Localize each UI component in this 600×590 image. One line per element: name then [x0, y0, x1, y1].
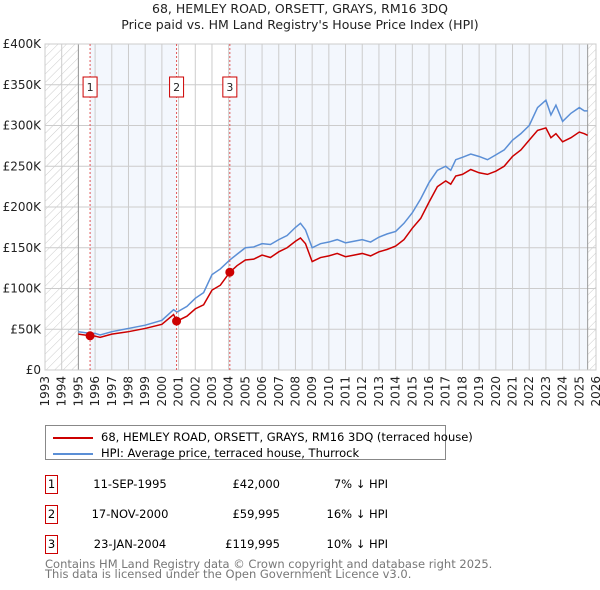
transaction-date: 11-SEP-1995: [93, 477, 167, 491]
transaction-number: 3: [45, 535, 58, 554]
x-tick-label: 2005: [238, 376, 252, 407]
chart-title-line2: Price paid vs. HM Land Registry's House …: [121, 17, 479, 32]
y-tick-label: £100K: [3, 282, 43, 296]
x-tick-label: 1997: [105, 376, 119, 407]
x-tick-label: 2011: [339, 376, 353, 407]
transaction-point: [172, 316, 182, 326]
transaction-label: 2: [173, 81, 180, 94]
y-tick-label: £150K: [3, 241, 43, 255]
transaction-hpi-diff: 10% ↓ HPI: [326, 537, 388, 551]
x-tick-label: 2026: [589, 376, 600, 407]
x-tick-label: 2010: [322, 376, 336, 407]
legend-label: 68, HEMLEY ROAD, ORSETT, GRAYS, RM16 3DQ…: [101, 430, 473, 444]
x-tick-label: 2006: [255, 376, 269, 407]
transaction-date: 23-JAN-2004: [93, 537, 167, 551]
y-tick-label: £200K: [3, 200, 43, 214]
x-tick-label: 2000: [155, 376, 169, 407]
x-tick-label: 2018: [455, 376, 469, 407]
transaction-row: 1 11-SEP-1995 £42,000 7% ↓ HPI: [45, 475, 545, 495]
x-tick-label: 2003: [205, 376, 219, 407]
series-line: [78, 98, 588, 336]
footer-copyright: Contains HM Land Registry data © Crown c…: [45, 557, 493, 571]
transaction-label-box: [222, 76, 238, 98]
x-tick-label: 2007: [272, 376, 286, 407]
footer-licence: This data is licensed under the Open Gov…: [45, 567, 412, 581]
x-tick-label: 2001: [172, 376, 186, 407]
transaction-number: 1: [45, 475, 58, 494]
y-tick-label: £350K: [3, 78, 43, 92]
x-tick-label: 2023: [539, 376, 553, 407]
transaction-hpi-diff: 7% ↓ HPI: [333, 477, 388, 491]
transaction-number: 2: [45, 505, 58, 524]
transaction-hpi-diff: 16% ↓ HPI: [326, 507, 388, 521]
x-tick-label: 2019: [472, 376, 486, 407]
x-tick-label: 2008: [288, 376, 302, 407]
transaction-point: [85, 331, 95, 341]
x-tick-label: 2021: [506, 376, 520, 407]
transaction-price: £119,995: [225, 537, 280, 551]
x-tick-label: 2015: [405, 376, 419, 407]
y-tick-label: £400K: [3, 37, 43, 51]
y-tick-label: £300K: [3, 119, 43, 133]
y-tick-label: £250K: [3, 159, 43, 173]
transaction-label: 3: [226, 81, 233, 94]
x-tick-label: 1995: [71, 376, 85, 407]
x-tick-label: 1993: [38, 376, 52, 407]
legend-label: HPI: Average price, terraced house, Thur…: [101, 446, 360, 460]
transaction-date: 17-NOV-2000: [91, 507, 169, 521]
x-tick-label: 2013: [372, 376, 386, 407]
x-tick-label: 2009: [305, 376, 319, 407]
price-chart: £0 £50K £100K £150K £200K £250K £300K £350K £400…: [3, 37, 600, 407]
transaction-row: 2 17-NOV-2000 £59,995 16% ↓ HPI: [45, 505, 545, 525]
x-tick-label: 1998: [121, 376, 135, 407]
x-tick-label: 2024: [556, 376, 570, 407]
y-tick-label: £0: [26, 363, 41, 377]
x-tick-label: 1999: [138, 376, 152, 407]
x-tick-label: 2014: [389, 376, 403, 407]
x-tick-label: 2004: [222, 376, 236, 407]
x-tick-label: 1994: [55, 376, 69, 407]
legend-swatch-red: [53, 437, 93, 439]
transaction-price: £42,000: [232, 477, 280, 491]
y-tick-label: £50K: [10, 322, 42, 336]
x-tick-label: 2017: [439, 376, 453, 407]
transaction-row: 3 23-JAN-2004 £119,995 10% ↓ HPI: [45, 535, 545, 555]
series-line: [78, 127, 588, 339]
footer: Contains HM Land Registry data © Crown c…: [45, 557, 493, 581]
x-tick-label: 2016: [422, 376, 436, 407]
transaction-label: 1: [87, 81, 94, 94]
plot-border: [44, 43, 597, 371]
legend: 68, HEMLEY ROAD, ORSETT, GRAYS, RM16 3DQ…: [45, 425, 473, 460]
transaction-price: £59,995: [232, 507, 280, 521]
x-tick-label: 2002: [188, 376, 202, 407]
x-tick-label: 2022: [522, 376, 536, 407]
x-tick-label: 2012: [355, 376, 369, 407]
transaction-label-box: [82, 76, 98, 98]
transaction-label-box: [169, 76, 185, 98]
chart-title-line1: 68, HEMLEY ROAD, ORSETT, GRAYS, RM16 3DQ: [152, 1, 448, 16]
x-tick-label: 2020: [489, 376, 503, 407]
transaction-point: [225, 267, 235, 277]
legend-swatch-blue: [53, 453, 93, 455]
x-tick-label: 2025: [572, 376, 586, 407]
x-tick-label: 1996: [88, 376, 102, 407]
